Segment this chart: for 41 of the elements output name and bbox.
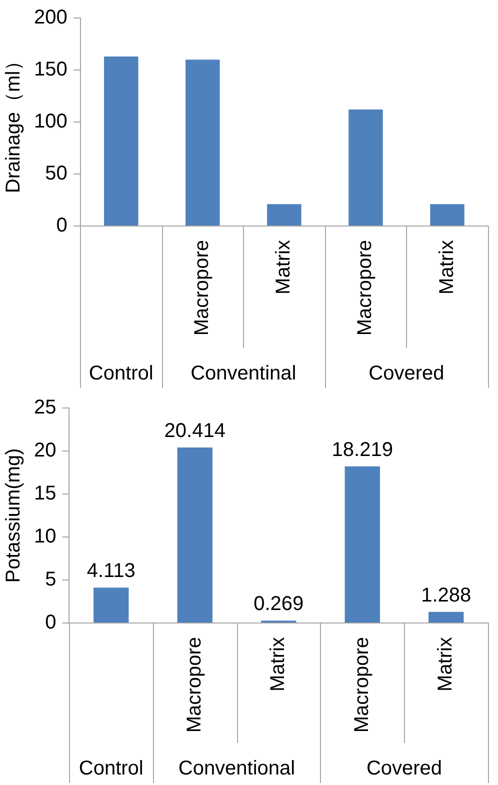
text: Control: [88, 362, 154, 385]
y-tick-label: 15: [34, 482, 56, 505]
bar: [104, 56, 138, 226]
x-tick-label: Macropore: [354, 240, 376, 336]
bar: [428, 612, 464, 622]
bar: [94, 588, 129, 622]
bar: [348, 110, 383, 226]
x-tick-label: Matrix: [272, 240, 295, 294]
text: Covered: [368, 362, 444, 385]
data-label: 4.113: [86, 560, 136, 582]
x-tick-label: Macropore: [191, 240, 214, 336]
y-tick-label: 100: [34, 110, 68, 133]
y-tick-label: 200: [34, 6, 68, 29]
y-tick-label: 25: [34, 396, 56, 419]
bar: [177, 447, 212, 622]
data-label: 1.288: [421, 584, 472, 606]
y-axis-title: Drainage（ml）: [2, 50, 25, 194]
x-tick-label: Matrix: [436, 240, 458, 294]
x-tick-label: Macropore: [183, 637, 206, 733]
y-tick-label: 150: [34, 58, 68, 81]
data-label: 0.269: [254, 593, 304, 616]
y-tick-label: 5: [45, 568, 56, 591]
x-tick-label: Matrix: [267, 637, 290, 692]
text: Conventional: [178, 758, 296, 780]
x-tick-label: Matrix: [434, 637, 457, 692]
y-tick-label: 0: [45, 612, 56, 634]
y-tick-label: 20: [34, 440, 56, 462]
text: Conventinal: [190, 362, 296, 385]
bar: [430, 204, 464, 226]
data-label: 18.219: [332, 438, 393, 461]
text: Control: [78, 758, 144, 780]
bar: [267, 204, 302, 226]
y-tick-label: 50: [45, 162, 68, 185]
bar: [344, 466, 380, 622]
text: Covered: [366, 758, 442, 780]
y-tick-label: 10: [34, 526, 56, 548]
bar: [186, 60, 220, 226]
data-label: 20.414: [164, 420, 226, 442]
y-axis-title: Potassium(mg): [2, 448, 25, 583]
x-tick-label: Macropore: [350, 637, 373, 733]
y-tick-label: 0: [56, 214, 68, 237]
